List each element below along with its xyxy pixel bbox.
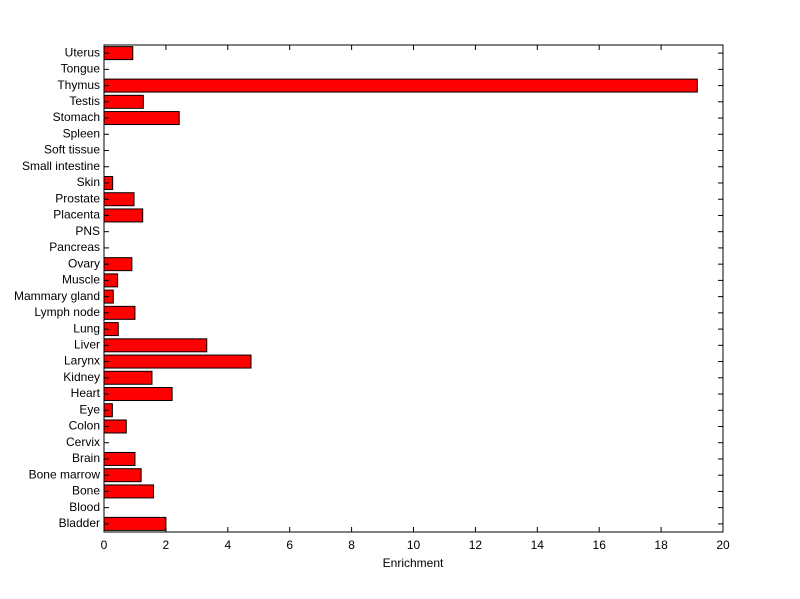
x-tick-label: 14 [531,538,545,552]
x-tick-label: 16 [593,538,607,552]
y-tick-label: Bladder [59,516,100,530]
y-tick-label: Muscle [62,273,100,287]
y-tick-label: Mammary gland [14,289,100,303]
y-tick-label: PNS [75,224,100,238]
y-tick-label: Stomach [53,110,100,124]
bar-bone-marrow [103,468,142,483]
x-axis-label: Enrichment [383,556,444,570]
plot-frame [103,44,724,533]
y-ticks-group: Bladder Blood Bone Bone marrow Brain Cervix Co… [14,45,723,530]
y-tick-label: Blood [69,500,100,514]
bar-heart [103,387,173,402]
y-tick-label: Brain [72,451,100,465]
bar-placenta [103,208,144,223]
y-tick-label: Small intestine [22,159,100,173]
bar-testis [103,94,144,109]
x-tick-label: 8 [348,538,355,552]
x-tick-label: 4 [224,538,231,552]
x-tick-label: 2 [163,538,170,552]
bar-bone [103,484,155,499]
bar-kidney [103,370,153,385]
x-tick-label: 6 [286,538,293,552]
y-tick-label: Bone [72,484,100,498]
y-tick-label: Colon [69,419,100,433]
x-tick-label: 12 [469,538,483,552]
y-tick-label: Kidney [63,370,100,384]
y-tick-label: Uterus [65,45,100,59]
y-tick-label: Testis [69,94,100,108]
y-tick-label: Bone marrow [29,467,101,481]
bar-thymus [103,78,698,93]
y-tick-label: Lung [73,321,100,335]
x-tick-label: 0 [101,538,108,552]
y-tick-label: Liver [74,337,100,351]
bar-liver [103,338,208,353]
bars-group [103,46,698,531]
y-tick-label: Placenta [53,208,100,222]
y-tick-label: Pancreas [49,240,100,254]
y-tick-label: Lymph node [34,305,100,319]
y-tick-label: Skin [77,175,100,189]
x-ticks-group: 0 2 4 6 8 10 12 14 16 18 20 [101,45,730,552]
x-tick-label: 10 [407,538,421,552]
x-tick-label: 20 [716,538,730,552]
y-tick-label: Heart [71,386,101,400]
x-tick-label: 18 [654,538,668,552]
y-tick-label: Soft tissue [44,143,100,157]
y-tick-label: Ovary [68,256,100,270]
y-tick-label: Larynx [64,354,100,368]
y-tick-label: Thymus [57,78,100,92]
y-tick-label: Cervix [66,435,100,449]
y-tick-label: Eye [79,402,100,416]
y-tick-label: Prostate [55,191,100,205]
y-tick-label: Spleen [63,126,100,140]
y-tick-label: Tongue [61,62,101,76]
bar-stomach [103,111,180,126]
bar-larynx [103,354,252,369]
bar-bladder [103,516,167,531]
